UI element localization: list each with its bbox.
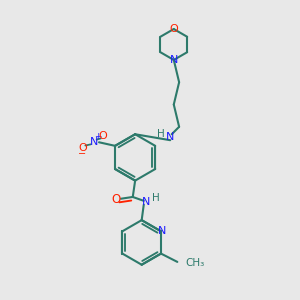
Text: O: O <box>78 142 87 153</box>
Text: N: N <box>89 137 98 147</box>
Text: H: H <box>152 193 160 203</box>
Text: −: − <box>78 148 86 159</box>
Text: H: H <box>157 129 164 139</box>
Text: O: O <box>112 193 121 206</box>
Text: CH₃: CH₃ <box>186 258 205 268</box>
Text: N: N <box>158 226 167 236</box>
Text: N: N <box>142 197 150 207</box>
Text: N: N <box>166 132 174 142</box>
Text: O: O <box>169 24 178 34</box>
Text: +: + <box>94 132 102 141</box>
Text: O: O <box>99 131 107 141</box>
Text: N: N <box>169 55 178 65</box>
